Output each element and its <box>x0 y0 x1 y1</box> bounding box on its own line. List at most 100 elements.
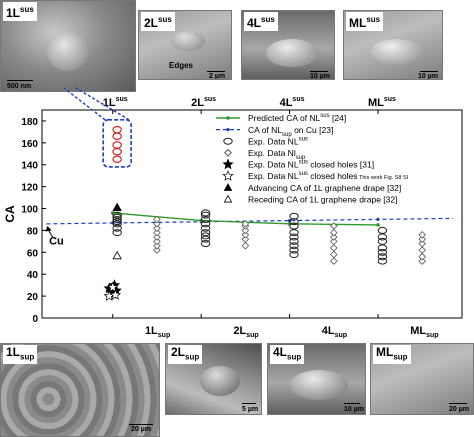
sup-diamond-point <box>241 241 250 250</box>
y-tick-label: 80 <box>27 226 39 237</box>
sus-circle-point <box>289 251 299 259</box>
sus-circle-point <box>289 212 299 220</box>
scale-bar <box>242 403 256 404</box>
sus-circle-point <box>112 229 122 237</box>
holes-open-star <box>107 281 119 293</box>
droplet-image <box>370 39 422 65</box>
legend-label: Predicted CA of NLsus [24] <box>248 113 346 123</box>
sem-panel-ml-sup: MLsup 20 µm <box>370 343 474 415</box>
legend-label: Exp. Data Nlsup <box>248 148 306 161</box>
bottom-category-label: 1Lsup <box>145 325 170 339</box>
sup-diamond-point <box>241 220 250 228</box>
panel-label: 4Lsus <box>244 12 278 31</box>
panel-label: 2Lsup <box>168 345 203 365</box>
sup-diamond-point <box>418 257 426 265</box>
scale-label: 10 µm <box>418 73 438 80</box>
scale-label: 10 µm <box>344 406 364 413</box>
legend-label: Exp. Data NLsus closed holes [31] <box>248 160 374 170</box>
legend-label: Exp. Data NLsus closed holes This work F… <box>248 171 409 181</box>
panel-label: 1Lsup <box>3 345 38 365</box>
sup-diamond-point <box>330 250 338 259</box>
y-tick-label: 40 <box>27 270 39 281</box>
panel-label: MLsus <box>346 12 384 31</box>
sus-circle-point <box>112 218 122 226</box>
edges-annotation: Edges <box>169 61 194 70</box>
sus-circle-point <box>200 240 211 248</box>
scale-bar <box>449 403 467 404</box>
y-tick-label: 100 <box>21 205 38 216</box>
scale-label: 10 µm <box>310 73 330 80</box>
sup-diamond-point <box>153 220 161 228</box>
y-tick-label: 160 <box>21 139 38 150</box>
droplet-image <box>47 31 89 71</box>
droplet-image <box>290 370 348 400</box>
scale-bar <box>129 424 153 425</box>
y-tick-label: 180 <box>21 117 38 128</box>
sem-panel-ml-sus: MLsus 10 µm <box>343 10 443 80</box>
sup-diamond-point <box>241 231 250 239</box>
cu-series-point <box>376 217 380 221</box>
top-category-label: 4Lsus <box>280 96 305 109</box>
sus-circle-point <box>112 215 122 223</box>
scale-bar <box>344 403 360 404</box>
sus-circle-point <box>112 211 122 219</box>
sup-diamond-point <box>241 226 250 235</box>
holes-open-star <box>109 289 122 300</box>
sus-circle-point <box>289 218 299 226</box>
legend-marker <box>223 183 233 191</box>
sup-diamond-point <box>153 246 161 254</box>
y-tick-label: 20 <box>27 292 39 303</box>
sus-circle-point <box>289 242 299 250</box>
bottom-category-label: 4Lsup <box>322 325 347 339</box>
sus-circle-red-point <box>112 147 122 156</box>
sup-diamond-point <box>418 252 426 261</box>
sus-circle-point <box>289 237 299 245</box>
plot-frame <box>41 109 463 319</box>
sup-diamond-point <box>330 257 338 265</box>
sus-circle-point <box>112 213 122 221</box>
top-category-label: 2Lsus <box>191 96 216 109</box>
sup-diamond-point <box>418 235 426 243</box>
sup-diamond-point <box>330 233 338 241</box>
sup-diamond-point <box>418 246 426 254</box>
legend-label: CA of NLsup on Cu [23] <box>248 125 333 138</box>
sus-circle-point <box>112 220 122 228</box>
sus-circle-point <box>200 235 211 243</box>
scale-label: 20 µm <box>449 406 469 413</box>
sem-panel-2l-sup: 2Lsup 5 µm <box>165 343 262 415</box>
sus-circle-point <box>377 257 388 265</box>
zoom-connector <box>63 87 106 121</box>
sus-circle-point <box>200 209 211 217</box>
droplet-image <box>200 366 240 396</box>
legend-marker <box>223 194 233 203</box>
sem-panel-4l-sus: 4Lsus 10 µm <box>241 10 335 80</box>
scale-label: 2 µm <box>209 73 226 80</box>
legend-label: Receding CA of 1L graphene drape [32] <box>248 194 398 204</box>
sus-circle-point <box>289 229 299 237</box>
sup-diamond-point <box>418 239 426 248</box>
scale-label: 500 nm <box>7 83 32 90</box>
y-axis-label: CA <box>3 205 17 223</box>
panel-label: 4Lsup <box>270 345 305 365</box>
sus-circle-red-point <box>112 155 122 164</box>
highlight-box <box>102 119 132 168</box>
legend-marker <box>224 148 232 157</box>
panel-label: 1Lsus <box>3 2 37 21</box>
sus-circle-point <box>289 222 299 230</box>
sus-circle-red-point <box>112 141 122 149</box>
sus-circle-red-point <box>112 132 122 141</box>
legend-label: Advancing CA of 1L graphene drape [32] <box>248 183 401 193</box>
scale-bar <box>420 71 438 72</box>
sus-circle-point <box>377 237 388 245</box>
sem-panel-1l-sus: 1Lsus 500 nm <box>0 0 136 92</box>
sus-circle-point <box>200 229 211 237</box>
predicted-point <box>376 223 380 227</box>
y-tick-label: 0 <box>32 314 38 325</box>
y-tick-label: 60 <box>27 248 39 259</box>
legend-marker <box>226 116 230 120</box>
sus-circle-point <box>377 244 388 252</box>
bottom-category-label: MLsup <box>410 325 438 339</box>
sus-circle-point <box>200 215 211 223</box>
sus-circle-point <box>289 246 299 254</box>
sup-diamond-point <box>153 215 161 224</box>
